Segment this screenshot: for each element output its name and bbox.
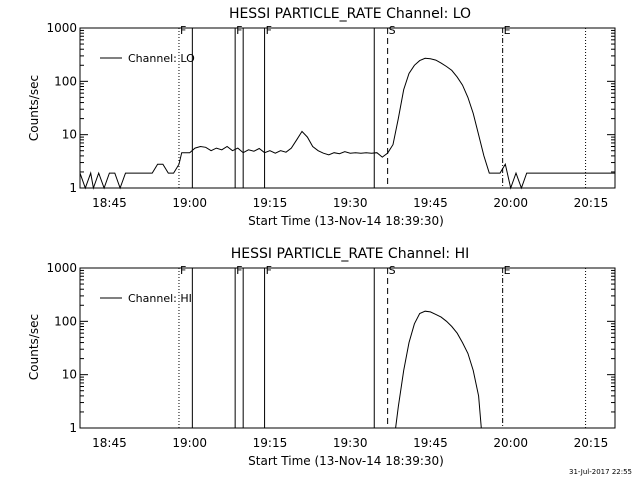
legend-label: Channel: HI [128,292,192,305]
x-tick-label: 19:45 [413,196,448,210]
series-line-lo [79,57,615,190]
x-tick-label: 18:45 [92,196,127,210]
legend-label: Channel: LO [128,52,195,65]
y-axis-label-hi: Counts/sec [27,314,41,380]
panel-hi: HESSI PARTICLE_RATE Channel: HI Counts/s… [27,246,616,468]
event-marker-label: F [236,264,242,277]
y-tick-label: 10 [62,128,77,142]
y-tick-label: 1 [69,181,77,195]
event-marker-label: E [504,264,511,277]
y-axis-label-lo: Counts/sec [27,75,41,141]
x-axis-label-lo: Start Time (13-Nov-14 18:39:30) [248,214,444,228]
chart-title-lo: HESSI PARTICLE_RATE Channel: LO [229,6,471,22]
y-tick-label: 100 [54,74,77,88]
plot-frame-hi [79,267,616,429]
x-tick-label: 20:00 [493,196,528,210]
y-tick-label: 1000 [46,21,77,35]
x-tick-label: 18:45 [92,436,127,450]
x-tick-label: 20:00 [493,436,528,450]
y-tick-label: 1000 [46,261,77,275]
x-tick-label: 19:30 [333,196,368,210]
y-tick-label: 100 [54,314,77,328]
panel-lo: HESSI PARTICLE_RATE Channel: LO Counts/s… [27,6,616,228]
x-tick-label: 19:00 [172,196,207,210]
event-marker-label: S [389,24,396,37]
event-marker-label: S [389,264,396,277]
y-tick-label: 1 [69,421,77,435]
x-tick-label: 20:15 [574,436,609,450]
event-marker-label: E [504,24,511,37]
x-tick-label: 19:00 [172,436,207,450]
x-tick-label: 19:30 [333,436,368,450]
event-marker-label: F [266,264,272,277]
event-marker-label: F [180,24,186,37]
y-tick-label: 10 [62,368,77,382]
footer-timestamp: 31-Jul-2017 22:55 [568,468,632,476]
event-marker-label: F [180,264,186,277]
x-tick-label: 19:15 [253,196,288,210]
series-line-hi [395,310,482,429]
event-marker-label: F [266,24,272,37]
x-axis-label-hi: Start Time (13-Nov-14 18:39:30) [248,454,444,468]
x-tick-label: 19:15 [253,436,288,450]
plot-frame-lo [79,27,616,189]
chart-title-hi: HESSI PARTICLE_RATE Channel: HI [231,246,469,262]
x-tick-label: 19:45 [413,436,448,450]
x-tick-label: 20:15 [574,196,609,210]
event-marker-label: F [236,24,242,37]
